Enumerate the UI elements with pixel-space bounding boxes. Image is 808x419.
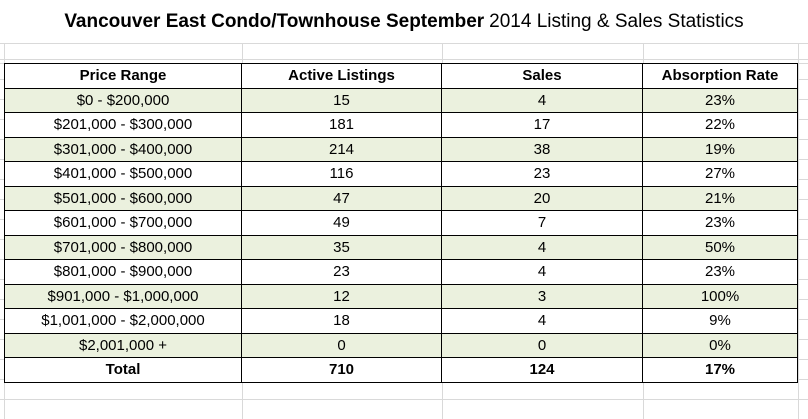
table-row: $201,000 - $300,000 181 17 22% [4, 112, 798, 138]
total-row: Total 710 124 17% [4, 357, 798, 383]
cell-absorption-rate[interactable]: 0% [642, 332, 798, 358]
header-row: Price Range Active Listings Sales Absorp… [4, 63, 798, 89]
cell-sales[interactable]: 38 [441, 136, 643, 162]
cell-price-range[interactable]: $401,000 - $500,000 [4, 161, 242, 187]
cell-active-listings[interactable]: 18 [241, 308, 442, 334]
cell-price-range[interactable]: $1,001,000 - $2,000,000 [4, 308, 242, 334]
cell-sales[interactable]: 23 [441, 161, 643, 187]
total-absorption-rate[interactable]: 17% [642, 357, 798, 383]
table-row: $501,000 - $600,000 47 20 21% [4, 185, 798, 211]
cell-price-range[interactable]: $501,000 - $600,000 [4, 185, 242, 211]
cell-active-listings[interactable]: 15 [241, 87, 442, 113]
statistics-table: Price Range Active Listings Sales Absorp… [4, 63, 798, 383]
header-active-listings[interactable]: Active Listings [241, 63, 442, 89]
table-row: $2,001,000 + 0 0 0% [4, 332, 798, 358]
cell-absorption-rate[interactable]: 22% [642, 112, 798, 138]
title-rest-part: 2014 Listing & Sales Statistics [489, 10, 744, 32]
gridline [798, 0, 799, 419]
cell-price-range[interactable]: $901,000 - $1,000,000 [4, 283, 242, 309]
cell-price-range[interactable]: $701,000 - $800,000 [4, 234, 242, 260]
cell-sales[interactable]: 0 [441, 332, 643, 358]
cell-active-listings[interactable]: 12 [241, 283, 442, 309]
cell-sales[interactable]: 17 [441, 112, 643, 138]
table-row: $901,000 - $1,000,000 12 3 100% [4, 283, 798, 309]
total-active-listings[interactable]: 710 [241, 357, 442, 383]
cell-active-listings[interactable]: 35 [241, 234, 442, 260]
cell-price-range[interactable]: $301,000 - $400,000 [4, 136, 242, 162]
table-row: $0 - $200,000 15 4 23% [4, 87, 798, 113]
blank-row[interactable] [0, 44, 808, 64]
table-row: $301,000 - $400,000 214 38 19% [4, 136, 798, 162]
total-label[interactable]: Total [4, 357, 242, 383]
table-row: $401,000 - $500,000 116 23 27% [4, 161, 798, 187]
title-bold-part: Vancouver East Condo/Townhouse September [64, 10, 485, 32]
total-sales[interactable]: 124 [441, 357, 643, 383]
cell-sales[interactable]: 3 [441, 283, 643, 309]
cell-price-range[interactable]: $0 - $200,000 [4, 87, 242, 113]
header-absorption-rate[interactable]: Absorption Rate [642, 63, 798, 89]
cell-absorption-rate[interactable]: 19% [642, 136, 798, 162]
cell-absorption-rate[interactable]: 23% [642, 259, 798, 285]
cell-price-range[interactable]: $201,000 - $300,000 [4, 112, 242, 138]
cell-price-range[interactable]: $801,000 - $900,000 [4, 259, 242, 285]
cell-absorption-rate[interactable]: 50% [642, 234, 798, 260]
table-row: $601,000 - $700,000 49 7 23% [4, 210, 798, 236]
cell-active-listings[interactable]: 181 [241, 112, 442, 138]
cell-absorption-rate[interactable]: 9% [642, 308, 798, 334]
cell-absorption-rate[interactable]: 100% [642, 283, 798, 309]
table-row: $1,001,000 - $2,000,000 18 4 9% [4, 308, 798, 334]
cell-absorption-rate[interactable]: 27% [642, 161, 798, 187]
cell-active-listings[interactable]: 214 [241, 136, 442, 162]
cell-absorption-rate[interactable]: 21% [642, 185, 798, 211]
cell-sales[interactable]: 4 [441, 308, 643, 334]
cell-sales[interactable]: 7 [441, 210, 643, 236]
cell-price-range[interactable]: $2,001,000 + [4, 332, 242, 358]
cell-active-listings[interactable]: 49 [241, 210, 442, 236]
cell-active-listings[interactable]: 0 [241, 332, 442, 358]
table-row: $701,000 - $800,000 35 4 50% [4, 234, 798, 260]
header-price-range[interactable]: Price Range [4, 63, 242, 89]
cell-price-range[interactable]: $601,000 - $700,000 [4, 210, 242, 236]
cell-active-listings[interactable]: 23 [241, 259, 442, 285]
cell-active-listings[interactable]: 116 [241, 161, 442, 187]
cell-sales[interactable]: 4 [441, 234, 643, 260]
cell-sales[interactable]: 4 [441, 259, 643, 285]
header-sales[interactable]: Sales [441, 63, 643, 89]
cell-sales[interactable]: 4 [441, 87, 643, 113]
cell-absorption-rate[interactable]: 23% [642, 87, 798, 113]
table-row: $801,000 - $900,000 23 4 23% [4, 259, 798, 285]
cell-active-listings[interactable]: 47 [241, 185, 442, 211]
sheet-title[interactable]: Vancouver East Condo/Townhouse September… [0, 0, 808, 44]
cell-absorption-rate[interactable]: 23% [642, 210, 798, 236]
cell-sales[interactable]: 20 [441, 185, 643, 211]
